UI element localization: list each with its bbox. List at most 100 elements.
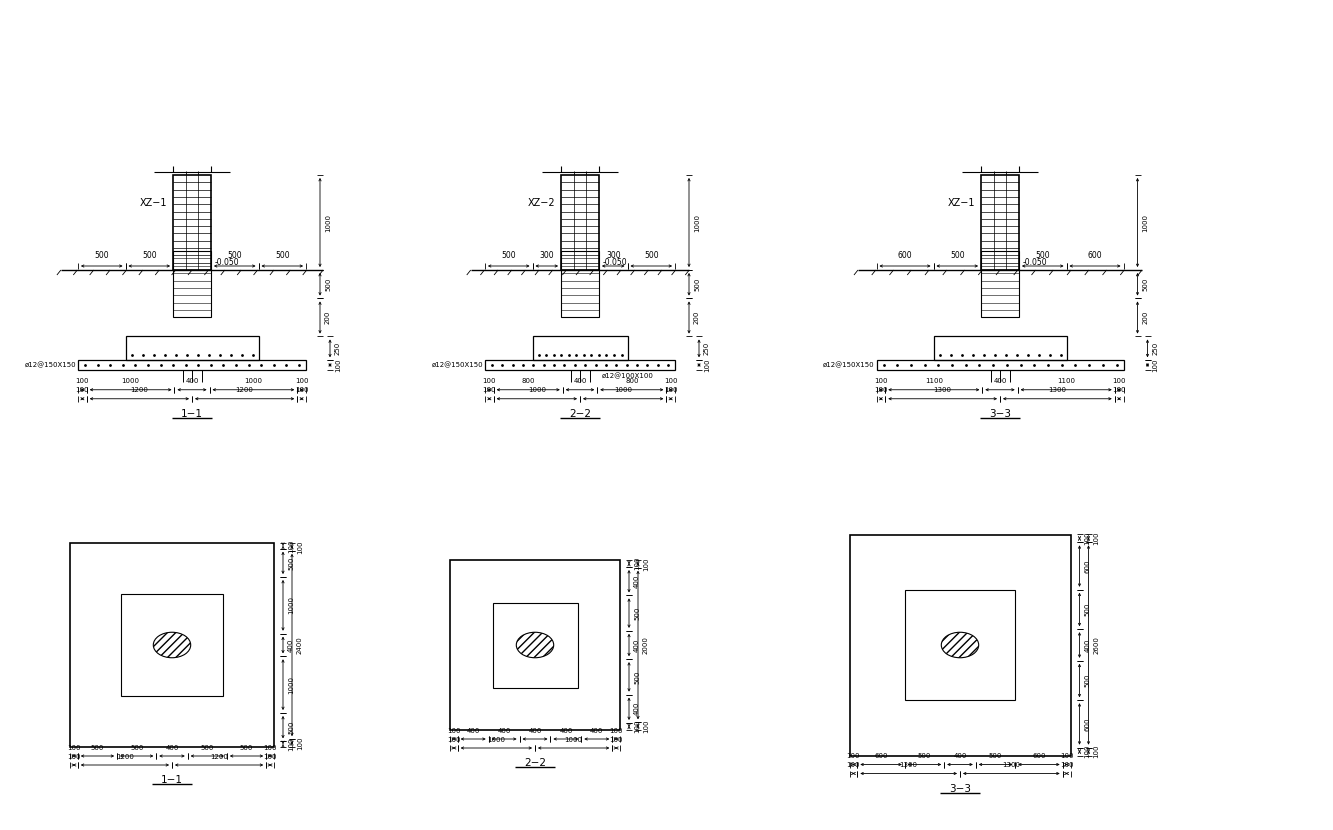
Bar xyxy=(492,603,577,687)
Text: 250: 250 xyxy=(335,342,341,355)
Text: 2−2: 2−2 xyxy=(569,408,591,419)
Text: 100: 100 xyxy=(1060,753,1073,759)
Text: 100: 100 xyxy=(1060,762,1073,768)
Bar xyxy=(173,251,211,318)
Text: 100: 100 xyxy=(447,728,461,734)
Text: -0.050: -0.050 xyxy=(215,258,240,267)
Text: 1000: 1000 xyxy=(565,736,583,743)
Text: 200: 200 xyxy=(325,310,331,325)
Text: 2000: 2000 xyxy=(643,636,649,654)
Ellipse shape xyxy=(153,632,191,657)
Text: 400: 400 xyxy=(497,728,511,734)
Text: 600: 600 xyxy=(1032,753,1045,759)
Text: 400: 400 xyxy=(560,728,573,734)
Text: 100: 100 xyxy=(335,359,341,372)
Text: 400: 400 xyxy=(288,638,295,652)
Text: 500: 500 xyxy=(1142,277,1149,291)
Bar xyxy=(933,336,1066,360)
Text: 100: 100 xyxy=(483,378,496,384)
Bar xyxy=(121,594,223,696)
Text: 100: 100 xyxy=(1112,378,1126,384)
Bar xyxy=(981,175,1018,270)
Text: 1000: 1000 xyxy=(528,388,545,393)
Text: 100: 100 xyxy=(288,737,295,751)
Bar xyxy=(71,543,275,747)
Text: 500: 500 xyxy=(275,251,289,261)
Text: 100: 100 xyxy=(295,378,308,384)
Text: 100: 100 xyxy=(704,359,710,372)
Text: 250: 250 xyxy=(1153,342,1158,355)
Text: 100: 100 xyxy=(288,539,295,553)
Text: 1300: 1300 xyxy=(1048,388,1066,393)
Text: 1−1: 1−1 xyxy=(161,775,183,785)
Text: 400: 400 xyxy=(993,378,1006,384)
Text: 500: 500 xyxy=(1085,674,1090,687)
Text: XZ−1: XZ−1 xyxy=(140,198,167,208)
Text: 1000: 1000 xyxy=(288,596,295,614)
Text: 1000: 1000 xyxy=(288,676,295,694)
Text: 100: 100 xyxy=(1093,532,1100,545)
Text: 500: 500 xyxy=(501,251,516,261)
Bar xyxy=(561,175,599,270)
Text: 400: 400 xyxy=(953,753,966,759)
Text: 100: 100 xyxy=(1112,388,1126,393)
Bar xyxy=(79,360,307,369)
Text: 500: 500 xyxy=(950,251,965,261)
Text: 500: 500 xyxy=(141,251,156,261)
Bar xyxy=(451,560,620,730)
Text: 3−3: 3−3 xyxy=(949,784,970,793)
Text: 2400: 2400 xyxy=(297,636,303,654)
Text: 1300: 1300 xyxy=(933,388,952,393)
Bar xyxy=(173,175,211,270)
Text: 100: 100 xyxy=(1085,532,1090,545)
Text: 1200: 1200 xyxy=(211,754,228,759)
Text: 100: 100 xyxy=(635,720,640,733)
Text: XZ−1: XZ−1 xyxy=(948,198,974,208)
Text: 500: 500 xyxy=(635,607,640,620)
Text: 400: 400 xyxy=(635,702,640,715)
Text: 500: 500 xyxy=(1085,603,1090,616)
Text: 100: 100 xyxy=(874,388,888,393)
Text: 2600: 2600 xyxy=(1093,636,1100,654)
Text: 400: 400 xyxy=(635,574,640,588)
Text: -0.050: -0.050 xyxy=(603,258,628,267)
Text: 100: 100 xyxy=(76,388,89,393)
Text: 500: 500 xyxy=(228,251,243,261)
Text: 600: 600 xyxy=(1088,251,1102,261)
Text: 100: 100 xyxy=(483,388,496,393)
Text: 500: 500 xyxy=(989,753,1002,759)
Text: 500: 500 xyxy=(325,277,331,291)
Text: 500: 500 xyxy=(91,745,104,750)
Text: 1000: 1000 xyxy=(694,213,700,232)
Text: 500: 500 xyxy=(288,556,295,569)
Text: ø12@100X100: ø12@100X100 xyxy=(601,373,653,379)
Text: ø12@150X150: ø12@150X150 xyxy=(432,362,483,369)
Text: 100: 100 xyxy=(1153,359,1158,372)
Bar xyxy=(125,336,259,360)
Ellipse shape xyxy=(941,632,978,657)
Text: 100: 100 xyxy=(609,736,623,743)
Text: 600: 600 xyxy=(897,251,912,261)
Text: 500: 500 xyxy=(635,670,640,684)
Bar xyxy=(849,535,1070,755)
Ellipse shape xyxy=(516,632,553,657)
Text: 400: 400 xyxy=(591,728,604,734)
Bar xyxy=(905,590,1016,701)
Text: 1000: 1000 xyxy=(615,388,632,393)
Text: 500: 500 xyxy=(201,745,215,750)
Text: 400: 400 xyxy=(185,378,199,384)
Text: 100: 100 xyxy=(67,745,81,750)
Text: 100: 100 xyxy=(295,388,308,393)
Text: 200: 200 xyxy=(694,310,700,325)
Text: 100: 100 xyxy=(1085,745,1090,759)
Text: 100: 100 xyxy=(264,745,277,750)
Text: 1300: 1300 xyxy=(1002,762,1020,768)
Text: 100: 100 xyxy=(643,557,649,570)
Text: 1200: 1200 xyxy=(131,388,148,393)
Bar xyxy=(561,251,599,318)
Text: 1000: 1000 xyxy=(488,736,505,743)
Text: 100: 100 xyxy=(846,762,860,768)
Text: 500: 500 xyxy=(694,277,700,291)
Text: 1000: 1000 xyxy=(244,378,263,384)
Text: 1300: 1300 xyxy=(900,762,917,768)
